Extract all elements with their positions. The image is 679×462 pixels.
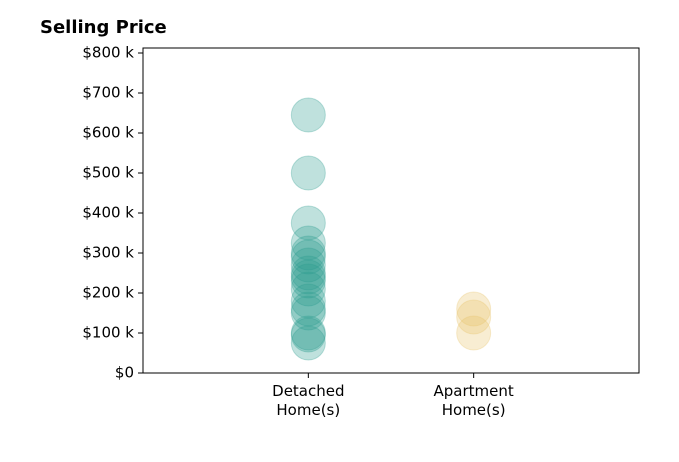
y-tick-label: $500 k <box>82 164 134 182</box>
point <box>290 205 326 241</box>
y-tick-label: $0 <box>115 364 134 382</box>
chart-title: Selling Price <box>40 17 167 38</box>
point <box>456 299 492 335</box>
point <box>456 291 492 327</box>
x-tick-label: Detached Home(s) <box>272 382 345 419</box>
point <box>290 255 326 291</box>
point <box>290 263 326 299</box>
point <box>290 225 326 261</box>
y-tick-label: $100 k <box>82 324 134 342</box>
point <box>456 315 492 351</box>
point <box>290 295 326 331</box>
point <box>290 315 326 351</box>
y-tick-label: $600 k <box>82 124 134 142</box>
point <box>290 325 326 361</box>
point <box>290 259 326 295</box>
point <box>290 317 326 353</box>
y-tick-label: $200 k <box>82 284 134 302</box>
y-tick-label: $700 k <box>82 84 134 102</box>
point <box>290 155 326 191</box>
plot-frame <box>142 47 640 374</box>
y-tick-label: $800 k <box>82 44 134 62</box>
point <box>290 271 326 307</box>
point <box>290 239 326 275</box>
y-tick-label: $300 k <box>82 244 134 262</box>
point <box>290 235 326 271</box>
x-tick-label: Apartment Home(s) <box>433 382 514 419</box>
point <box>290 247 326 283</box>
y-tick-label: $400 k <box>82 204 134 222</box>
point <box>290 283 326 319</box>
point <box>290 97 326 133</box>
point <box>290 291 326 327</box>
